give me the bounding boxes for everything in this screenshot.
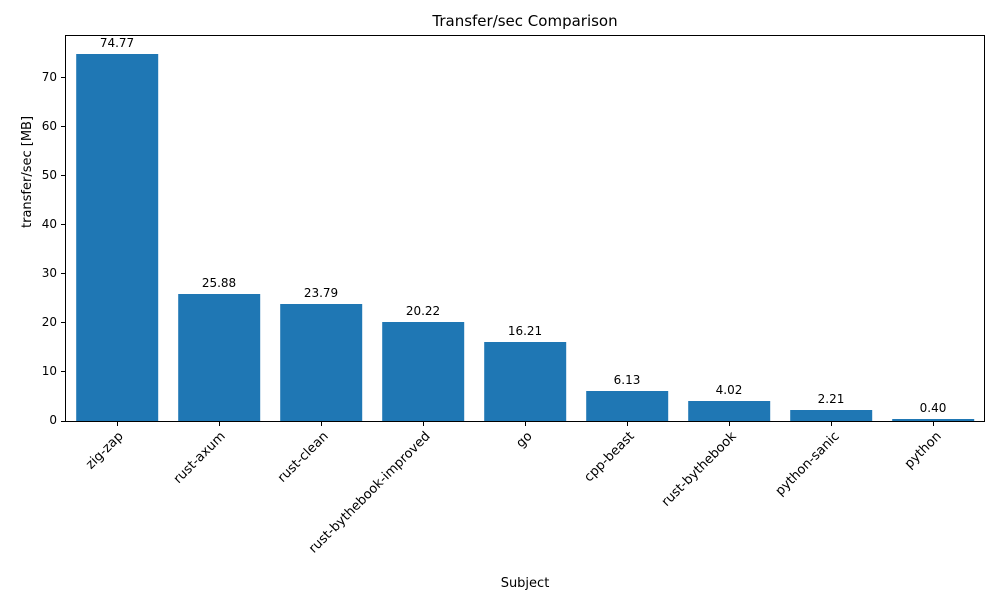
y-tick-label: 0: [49, 413, 57, 427]
x-tick-label-go: go: [513, 429, 536, 452]
bar-slot: 6.13: [576, 36, 678, 421]
y-tick-mark: [61, 322, 65, 324]
y-tick-mark: [61, 273, 65, 275]
bar-slot: 16.21: [474, 36, 576, 421]
x-tick-mark: [218, 422, 220, 426]
bar-slot: 74.77: [66, 36, 168, 421]
x-axis-label: Subject: [500, 576, 550, 591]
bar-zig-zap: [76, 54, 158, 421]
x-tick-mark: [321, 422, 322, 426]
bar-value-label: 25.88: [201, 276, 237, 291]
bar-rust-bythebook-improved: [382, 321, 464, 421]
x-tick-mark: [729, 422, 730, 426]
y-tick-label: 60: [41, 118, 57, 133]
y-tick-mark: [61, 126, 65, 128]
y-tick-label: 20: [41, 314, 57, 329]
bar-cpp-beast: [586, 390, 668, 421]
x-tick-label-zig-zap: zig-zap: [83, 429, 127, 473]
bar-value-label: 74.77: [99, 36, 135, 51]
bar-value-label: 2.21: [817, 392, 845, 407]
y-tick-mark: [61, 175, 65, 177]
bar-slot: 0.40: [882, 36, 984, 421]
bar-go: [484, 341, 566, 421]
bars-container: 74.77 25.88 23.79 20.22 16.21 6.13 4.02 2.21 0.4…: [66, 36, 984, 421]
bar-python: [892, 419, 974, 421]
bar-slot: 25.88: [168, 36, 270, 421]
x-tick-mark: [117, 422, 118, 426]
bar-slot: 4.02: [678, 36, 780, 421]
y-tick-label: 40: [41, 216, 57, 231]
x-tick-mark: [525, 422, 526, 426]
bar-rust-axum: [178, 294, 260, 421]
bar-slot: 2.21: [780, 36, 882, 421]
bar-value-label: 6.13: [613, 372, 641, 387]
bar-rust-bythebook: [688, 401, 770, 421]
x-tick-mark: [627, 422, 628, 426]
bar-slot: 23.79: [270, 36, 372, 421]
x-tick-mark: [831, 422, 832, 426]
bar-python-sanic: [790, 410, 872, 421]
bar-value-label: 20.22: [405, 303, 441, 318]
y-tick-label: 10: [41, 363, 57, 378]
x-tick-label-rust-clean: rust-clean: [274, 429, 332, 486]
bar-slot: 20.22: [372, 36, 474, 421]
x-tick-label-python-sanic: python-sanic: [772, 429, 843, 499]
x-tick-label-rust-bythebook-improved: rust-bythebook-improved: [305, 429, 434, 557]
x-tick-mark: [423, 422, 424, 426]
x-tick-label-rust-bythebook: rust-bythebook: [659, 429, 741, 510]
x-tick-label-cpp-beast: cpp-beast: [581, 429, 638, 486]
y-tick-label: 70: [41, 69, 57, 84]
y-tick-mark: [61, 371, 65, 373]
bar-rust-clean: [280, 304, 362, 421]
x-tick-mark: [933, 422, 934, 426]
y-tick-label: 50: [41, 167, 57, 182]
x-tick-label-rust-axum: rust-axum: [171, 429, 229, 487]
y-tick-mark: [61, 420, 65, 422]
y-tick-mark: [61, 77, 65, 79]
y-tick-mark: [61, 224, 65, 226]
y-axis-label: transfer/sec [MB]: [20, 115, 35, 228]
bar-value-label: 0.40: [919, 401, 947, 416]
x-tick-label-python: python: [901, 429, 945, 472]
bar-value-label: 23.79: [303, 286, 339, 301]
bar-value-label: 16.21: [507, 323, 543, 338]
chart-title: Transfer/sec Comparison: [432, 12, 618, 30]
bar-value-label: 4.02: [715, 383, 743, 398]
plot-area: 74.77 25.88 23.79 20.22 16.21 6.13 4.02 2.21 0.4…: [42, 35, 985, 427]
y-tick-label: 30: [41, 265, 57, 280]
